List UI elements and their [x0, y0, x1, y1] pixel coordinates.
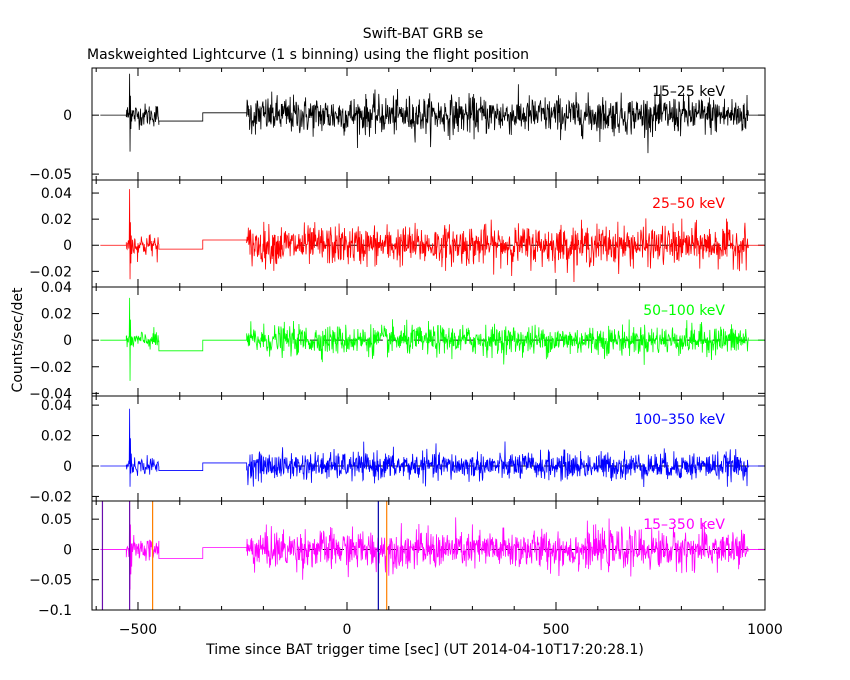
lightcurve-series	[100, 297, 765, 381]
y-tick-label: −0.02	[29, 489, 72, 505]
y-tick-label: 0.02	[41, 429, 72, 445]
x-axis: −500 0 500 1000	[119, 622, 783, 638]
y-tick-label: −0.02	[29, 264, 72, 280]
x-tick-label: 1000	[747, 622, 783, 638]
y-tick-label: 0.04	[41, 186, 72, 202]
band-label: 100–350 keV	[634, 412, 725, 428]
y-tick-label: 0	[63, 459, 72, 475]
panel-3: 0.04 0.02 0 −0.02 100–350 keV	[29, 395, 766, 505]
lightcurve-series	[100, 502, 765, 590]
band-label: 50–100 keV	[643, 303, 725, 319]
y-tick-label: −0.05	[29, 167, 72, 183]
y-tick-label: 0.05	[41, 512, 72, 528]
y-tick-label: 0.02	[41, 212, 72, 228]
y-tick-label: 0	[63, 238, 72, 254]
y-tick-label: −0.04	[29, 386, 72, 402]
panel-4: 0.05 0 −0.05 −0.1 15–350 keV	[29, 500, 766, 619]
chart-title: Swift-BAT GRB se	[363, 26, 484, 42]
y-tick-label: −0.02	[29, 360, 72, 376]
y-tick-label: 0.02	[41, 307, 72, 323]
y-tick-label: 0	[63, 333, 72, 349]
y-axis-label: Counts/sec/det	[10, 287, 26, 392]
panel-frame	[91, 500, 766, 611]
y-tick-label: −0.05	[29, 573, 72, 589]
lightcurve-series	[100, 73, 765, 154]
y-tick-label: 0	[63, 542, 72, 558]
band-label: 25–50 keV	[652, 196, 725, 212]
x-tick-label: 0	[343, 622, 352, 638]
y-tick-label: −0.1	[38, 603, 72, 619]
band-label: 15–25 keV	[652, 84, 725, 100]
panel-1: 0.04 0.02 0 −0.02 25–50 keV	[29, 179, 766, 288]
lightcurve-series	[100, 189, 765, 283]
panel-0: 0 −0.05 15–25 keV	[29, 67, 766, 183]
x-tick-label: 500	[543, 622, 570, 638]
lightcurve-series	[100, 408, 765, 488]
y-tick-label: 0.04	[41, 398, 72, 414]
y-tick-label: 0.04	[41, 280, 72, 296]
band-label: 15–350 keV	[643, 517, 725, 533]
panel-2: 0.04 0.02 0 −0.02 −0.04 50–100 keV	[29, 280, 766, 402]
y-tick-label: 0	[63, 108, 72, 124]
x-axis-label: Time since BAT trigger time [sec] (UT 20…	[205, 642, 644, 658]
x-tick-label: −500	[119, 622, 157, 638]
chart-subtitle: Maskweighted Lightcurve (1 s binning) us…	[87, 47, 529, 63]
